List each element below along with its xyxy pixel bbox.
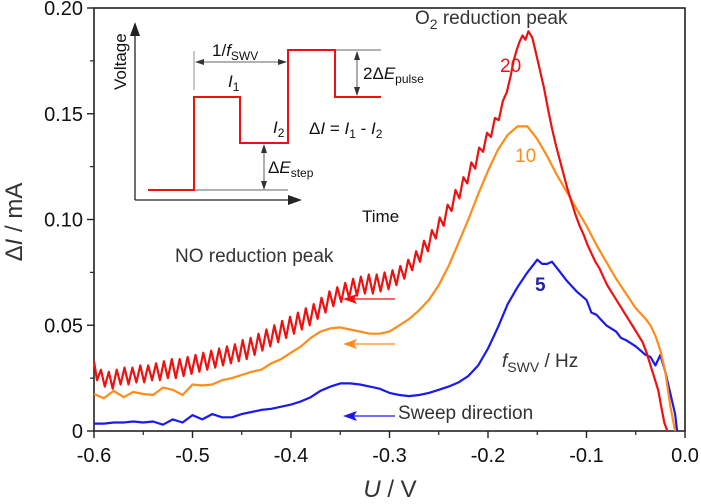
- eq-equals: =: [325, 119, 344, 138]
- no-reduction-peak-label: NO reduction peak: [175, 246, 334, 267]
- eq-delta: Δ: [309, 119, 320, 138]
- y-tick-label: 0: [72, 421, 83, 443]
- pulse-prefix: 2Δ: [363, 64, 384, 83]
- inset-waveform: [148, 49, 381, 191]
- fswv-unit: / Hz: [539, 351, 578, 372]
- i1-sub: 1: [233, 80, 240, 94]
- y-axis-title-var: I: [1, 238, 28, 245]
- x-axis-title-var: U: [363, 476, 381, 503]
- pulse-E: E: [384, 64, 396, 83]
- inset-xlabel: Time: [362, 207, 399, 226]
- inset-y-arrow-icon: [130, 22, 140, 36]
- o2-text: O: [415, 8, 430, 29]
- delta-i-equation: ΔI = I1 - I2: [309, 119, 383, 141]
- i2-sub: 2: [278, 126, 285, 140]
- pulse-sub: pulse: [395, 72, 424, 86]
- o2-subscript: 2: [430, 16, 438, 32]
- y-axis-title-delta: Δ: [1, 245, 28, 261]
- x-tick-label: -0.6: [77, 445, 111, 467]
- sweep-arrow-red: [343, 294, 395, 304]
- i1-var: I: [228, 72, 233, 91]
- period-prefix: 1/: [212, 41, 226, 60]
- sweep-arrow-orange: [343, 339, 395, 349]
- eq-1: 1: [349, 127, 356, 141]
- pulse-label: 2ΔEpulse: [363, 64, 424, 86]
- x-axis-title: U / V: [363, 476, 416, 503]
- step-label: ΔEstep: [268, 158, 314, 180]
- series-line-20-hz: [92, 30, 669, 432]
- series-line-5-hz: [94, 258, 679, 432]
- series-label-20: 20: [500, 56, 521, 77]
- y-tick-label: 0.20: [44, 0, 83, 20]
- y-tick-label: 0.05: [44, 315, 83, 337]
- y-axis-ticks: 0 0.05 0.10 0.15 0.20: [44, 0, 94, 443]
- i2-label: I2: [273, 118, 285, 140]
- sweep-direction-label: Sweep direction: [398, 403, 533, 424]
- x-axis-ticks: -0.6 -0.5 -0.4 -0.3 -0.2 -0.1 0.0: [77, 431, 699, 467]
- series-line-10-hz: [93, 125, 677, 432]
- i2-var: I: [273, 118, 278, 137]
- x-tick-label: -0.1: [569, 445, 603, 467]
- series-label-10: 10: [515, 146, 536, 167]
- o2-reduction-peak-label: O2 reduction peak: [415, 8, 568, 32]
- period-sub: SWV: [231, 49, 258, 63]
- inset-x-arrow-icon: [288, 195, 302, 205]
- series-label-5: 5: [535, 275, 546, 296]
- fswv-unit-label: fSWV / Hz: [502, 351, 578, 375]
- inset-ylabel: Voltage: [111, 33, 130, 90]
- step-E: E: [279, 158, 291, 177]
- eq-I1: I: [344, 119, 349, 138]
- x-tick-label: -0.5: [175, 445, 209, 467]
- fswv-f: f: [502, 351, 509, 372]
- series-group: [92, 30, 679, 432]
- x-tick-label: 0.0: [671, 445, 699, 467]
- x-tick-label: -0.3: [372, 445, 406, 467]
- eq-2: 2: [376, 127, 383, 141]
- step-prefix: Δ: [268, 158, 279, 177]
- y-tick-label: 0.15: [44, 104, 83, 126]
- eq-I2: I: [371, 119, 376, 138]
- y-axis-title: ΔI / mA: [1, 183, 28, 262]
- x-axis-title-unit: / V: [381, 476, 417, 503]
- period-f: f: [226, 41, 233, 60]
- y-axis-title-unit: / mA: [1, 183, 28, 239]
- x-tick-label: -0.2: [471, 445, 505, 467]
- o2-rest-text: reduction peak: [438, 8, 568, 29]
- x-tick-label: -0.4: [274, 445, 308, 467]
- y-tick-label: 0.10: [44, 210, 83, 232]
- step-sub: step: [291, 166, 314, 180]
- eq-I: I: [320, 119, 325, 138]
- fswv-sub: SWV: [507, 359, 540, 375]
- sweep-arrow-blue: [343, 411, 395, 421]
- eq-minus: -: [356, 119, 371, 138]
- inset-waveform-diagram: Voltage Time 1/fSWV I1 I2 2ΔEpulse ΔEste…: [111, 22, 424, 226]
- period-label: 1/fSWV: [212, 41, 258, 63]
- i1-label: I1: [228, 72, 240, 94]
